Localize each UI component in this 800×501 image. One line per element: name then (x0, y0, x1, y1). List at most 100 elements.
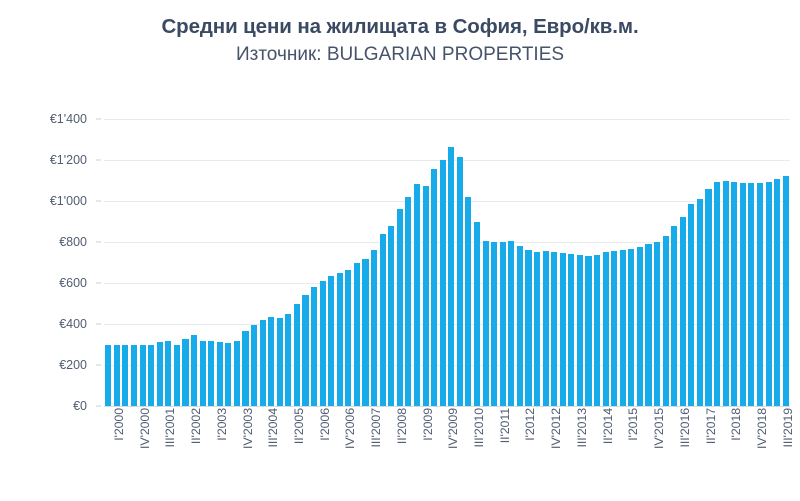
x-axis-tick-label: IV'2012 (549, 408, 564, 449)
bar[interactable] (636, 247, 643, 406)
bar[interactable] (559, 253, 566, 406)
bar[interactable] (251, 325, 258, 406)
bar[interactable] (568, 254, 575, 406)
bar[interactable] (456, 156, 463, 406)
bar[interactable] (242, 331, 249, 406)
bar[interactable] (782, 176, 789, 406)
bar[interactable] (542, 251, 549, 406)
bar[interactable] (113, 344, 120, 406)
gridline (104, 201, 790, 202)
x-axis-tick-label: II'2005 (291, 408, 306, 445)
bar[interactable] (645, 244, 652, 406)
y-axis-tick-label: €800 (59, 234, 87, 249)
bar[interactable] (533, 252, 541, 406)
bar[interactable] (576, 255, 583, 406)
bar[interactable] (199, 340, 206, 406)
y-axis-tick-mark (96, 200, 101, 202)
bar[interactable] (148, 344, 155, 406)
bar[interactable] (208, 341, 215, 406)
x-axis-tick-label: IV'2015 (652, 408, 667, 449)
bar[interactable] (508, 240, 515, 406)
bar[interactable] (156, 342, 163, 406)
bar[interactable] (371, 250, 378, 406)
bar[interactable] (696, 198, 703, 406)
bar[interactable] (671, 225, 678, 406)
bar[interactable] (396, 209, 403, 406)
bar[interactable] (679, 217, 686, 406)
bar[interactable] (165, 341, 172, 406)
bar[interactable] (302, 295, 309, 406)
bar[interactable] (336, 272, 343, 406)
bar[interactable] (405, 196, 412, 406)
bar[interactable] (130, 344, 138, 406)
bar[interactable] (413, 183, 421, 406)
gridline (104, 365, 790, 366)
bar[interactable] (473, 221, 481, 406)
bar[interactable] (328, 275, 335, 406)
bar[interactable] (551, 252, 558, 406)
bar[interactable] (774, 179, 781, 406)
bar[interactable] (173, 344, 180, 406)
bar[interactable] (225, 343, 232, 406)
bar[interactable] (594, 255, 601, 406)
y-axis-tick-label: €1'400 (49, 111, 87, 126)
bar[interactable] (714, 181, 721, 406)
bar[interactable] (654, 242, 661, 406)
bar[interactable] (722, 180, 729, 406)
y-axis-tick-mark (96, 159, 101, 161)
bar[interactable] (585, 256, 592, 406)
x-axis-tick-label: IV'2006 (343, 408, 358, 449)
bar[interactable] (216, 342, 223, 406)
bar[interactable] (105, 344, 112, 406)
bar[interactable] (448, 146, 455, 406)
bar[interactable] (431, 169, 438, 406)
bar[interactable] (739, 182, 746, 406)
bar[interactable] (311, 287, 318, 406)
bar[interactable] (276, 317, 283, 406)
bar[interactable] (705, 188, 712, 406)
bar[interactable] (756, 182, 764, 406)
x-axis-tick-label: II'2002 (189, 408, 204, 445)
gridline (104, 242, 790, 243)
bar[interactable] (319, 280, 326, 406)
bar[interactable] (190, 335, 198, 406)
bar[interactable] (619, 250, 626, 406)
bar[interactable] (345, 269, 352, 406)
bar[interactable] (139, 344, 146, 406)
bar[interactable] (662, 235, 669, 406)
bar[interactable] (602, 252, 609, 406)
bar[interactable] (765, 181, 772, 406)
bar[interactable] (422, 185, 429, 406)
bar[interactable] (748, 182, 755, 406)
x-axis-tick-label: I'2000 (111, 408, 126, 441)
bar[interactable] (233, 341, 240, 406)
bar[interactable] (293, 303, 300, 406)
bar[interactable] (688, 204, 695, 406)
bar[interactable] (362, 259, 369, 406)
gridline (104, 406, 790, 407)
bar[interactable] (611, 251, 618, 406)
bar[interactable] (439, 160, 446, 406)
bar[interactable] (353, 262, 360, 406)
bar[interactable] (465, 196, 472, 406)
bar[interactable] (379, 233, 386, 406)
bar[interactable] (516, 246, 523, 406)
x-axis-tick-label: III'2004 (266, 408, 281, 448)
chart-header: Средни цени на жилищата в София, Евро/кв… (0, 14, 800, 67)
bar[interactable] (268, 317, 275, 406)
bar[interactable] (482, 240, 489, 406)
bar[interactable] (628, 249, 635, 406)
bar[interactable] (259, 319, 266, 406)
bar[interactable] (731, 181, 738, 406)
y-axis-tick-label: €0 (73, 398, 87, 413)
bar[interactable] (285, 314, 292, 406)
bar[interactable] (122, 344, 129, 406)
bar[interactable] (388, 225, 395, 406)
bar[interactable] (182, 339, 189, 406)
x-axis-tick-label: I'2003 (214, 408, 229, 441)
y-axis-tick-mark (96, 282, 101, 284)
bar[interactable] (491, 242, 498, 406)
bar[interactable] (499, 242, 506, 406)
chart-subtitle: Източник: BULGARIAN PROPERTIES (235, 43, 565, 65)
bar[interactable] (525, 250, 532, 406)
